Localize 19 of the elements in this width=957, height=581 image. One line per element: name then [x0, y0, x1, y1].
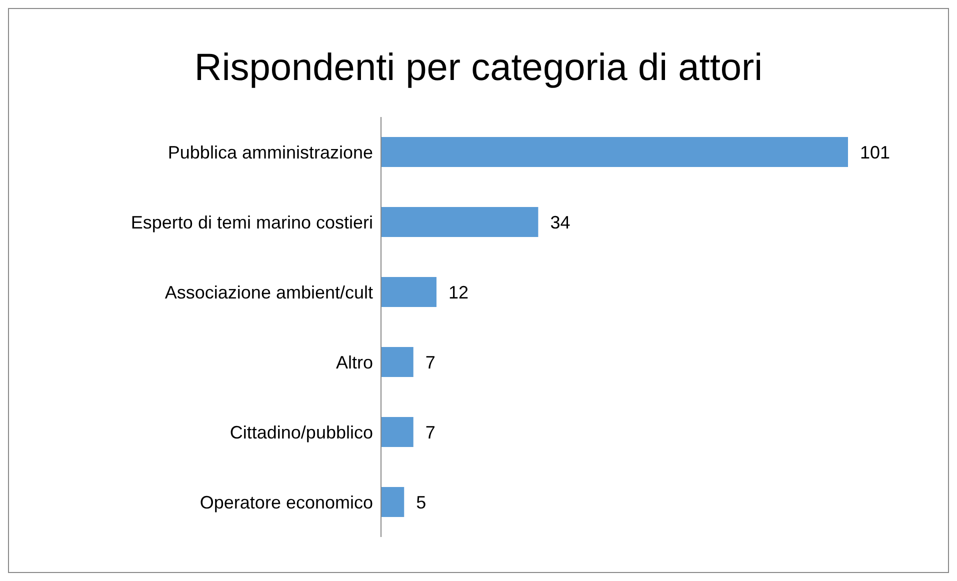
chart-title: Rispondenti per categoria di attori — [193, 47, 764, 91]
y-tick-label: Pubblica amministrazione — [168, 142, 373, 162]
data-label: 34 — [550, 212, 570, 232]
y-tick-label: Esperto di temi marino costieri — [130, 212, 373, 232]
y-tick-label: Cittadino/pubblico — [230, 422, 373, 442]
y-tick-label: Operatore economico — [200, 492, 373, 512]
y-tick-label: Altro — [336, 352, 373, 372]
data-label: 12 — [448, 282, 469, 302]
bar — [381, 417, 414, 447]
data-label: 101 — [860, 142, 890, 162]
bar — [381, 347, 414, 377]
bar — [381, 487, 404, 517]
data-label: 5 — [416, 492, 426, 512]
data-label: 7 — [425, 352, 436, 372]
bar — [381, 207, 538, 237]
bar — [381, 137, 848, 167]
data-label: 7 — [425, 422, 436, 442]
y-tick-label: Associazione ambient/cult — [164, 282, 373, 302]
bar — [381, 277, 436, 307]
